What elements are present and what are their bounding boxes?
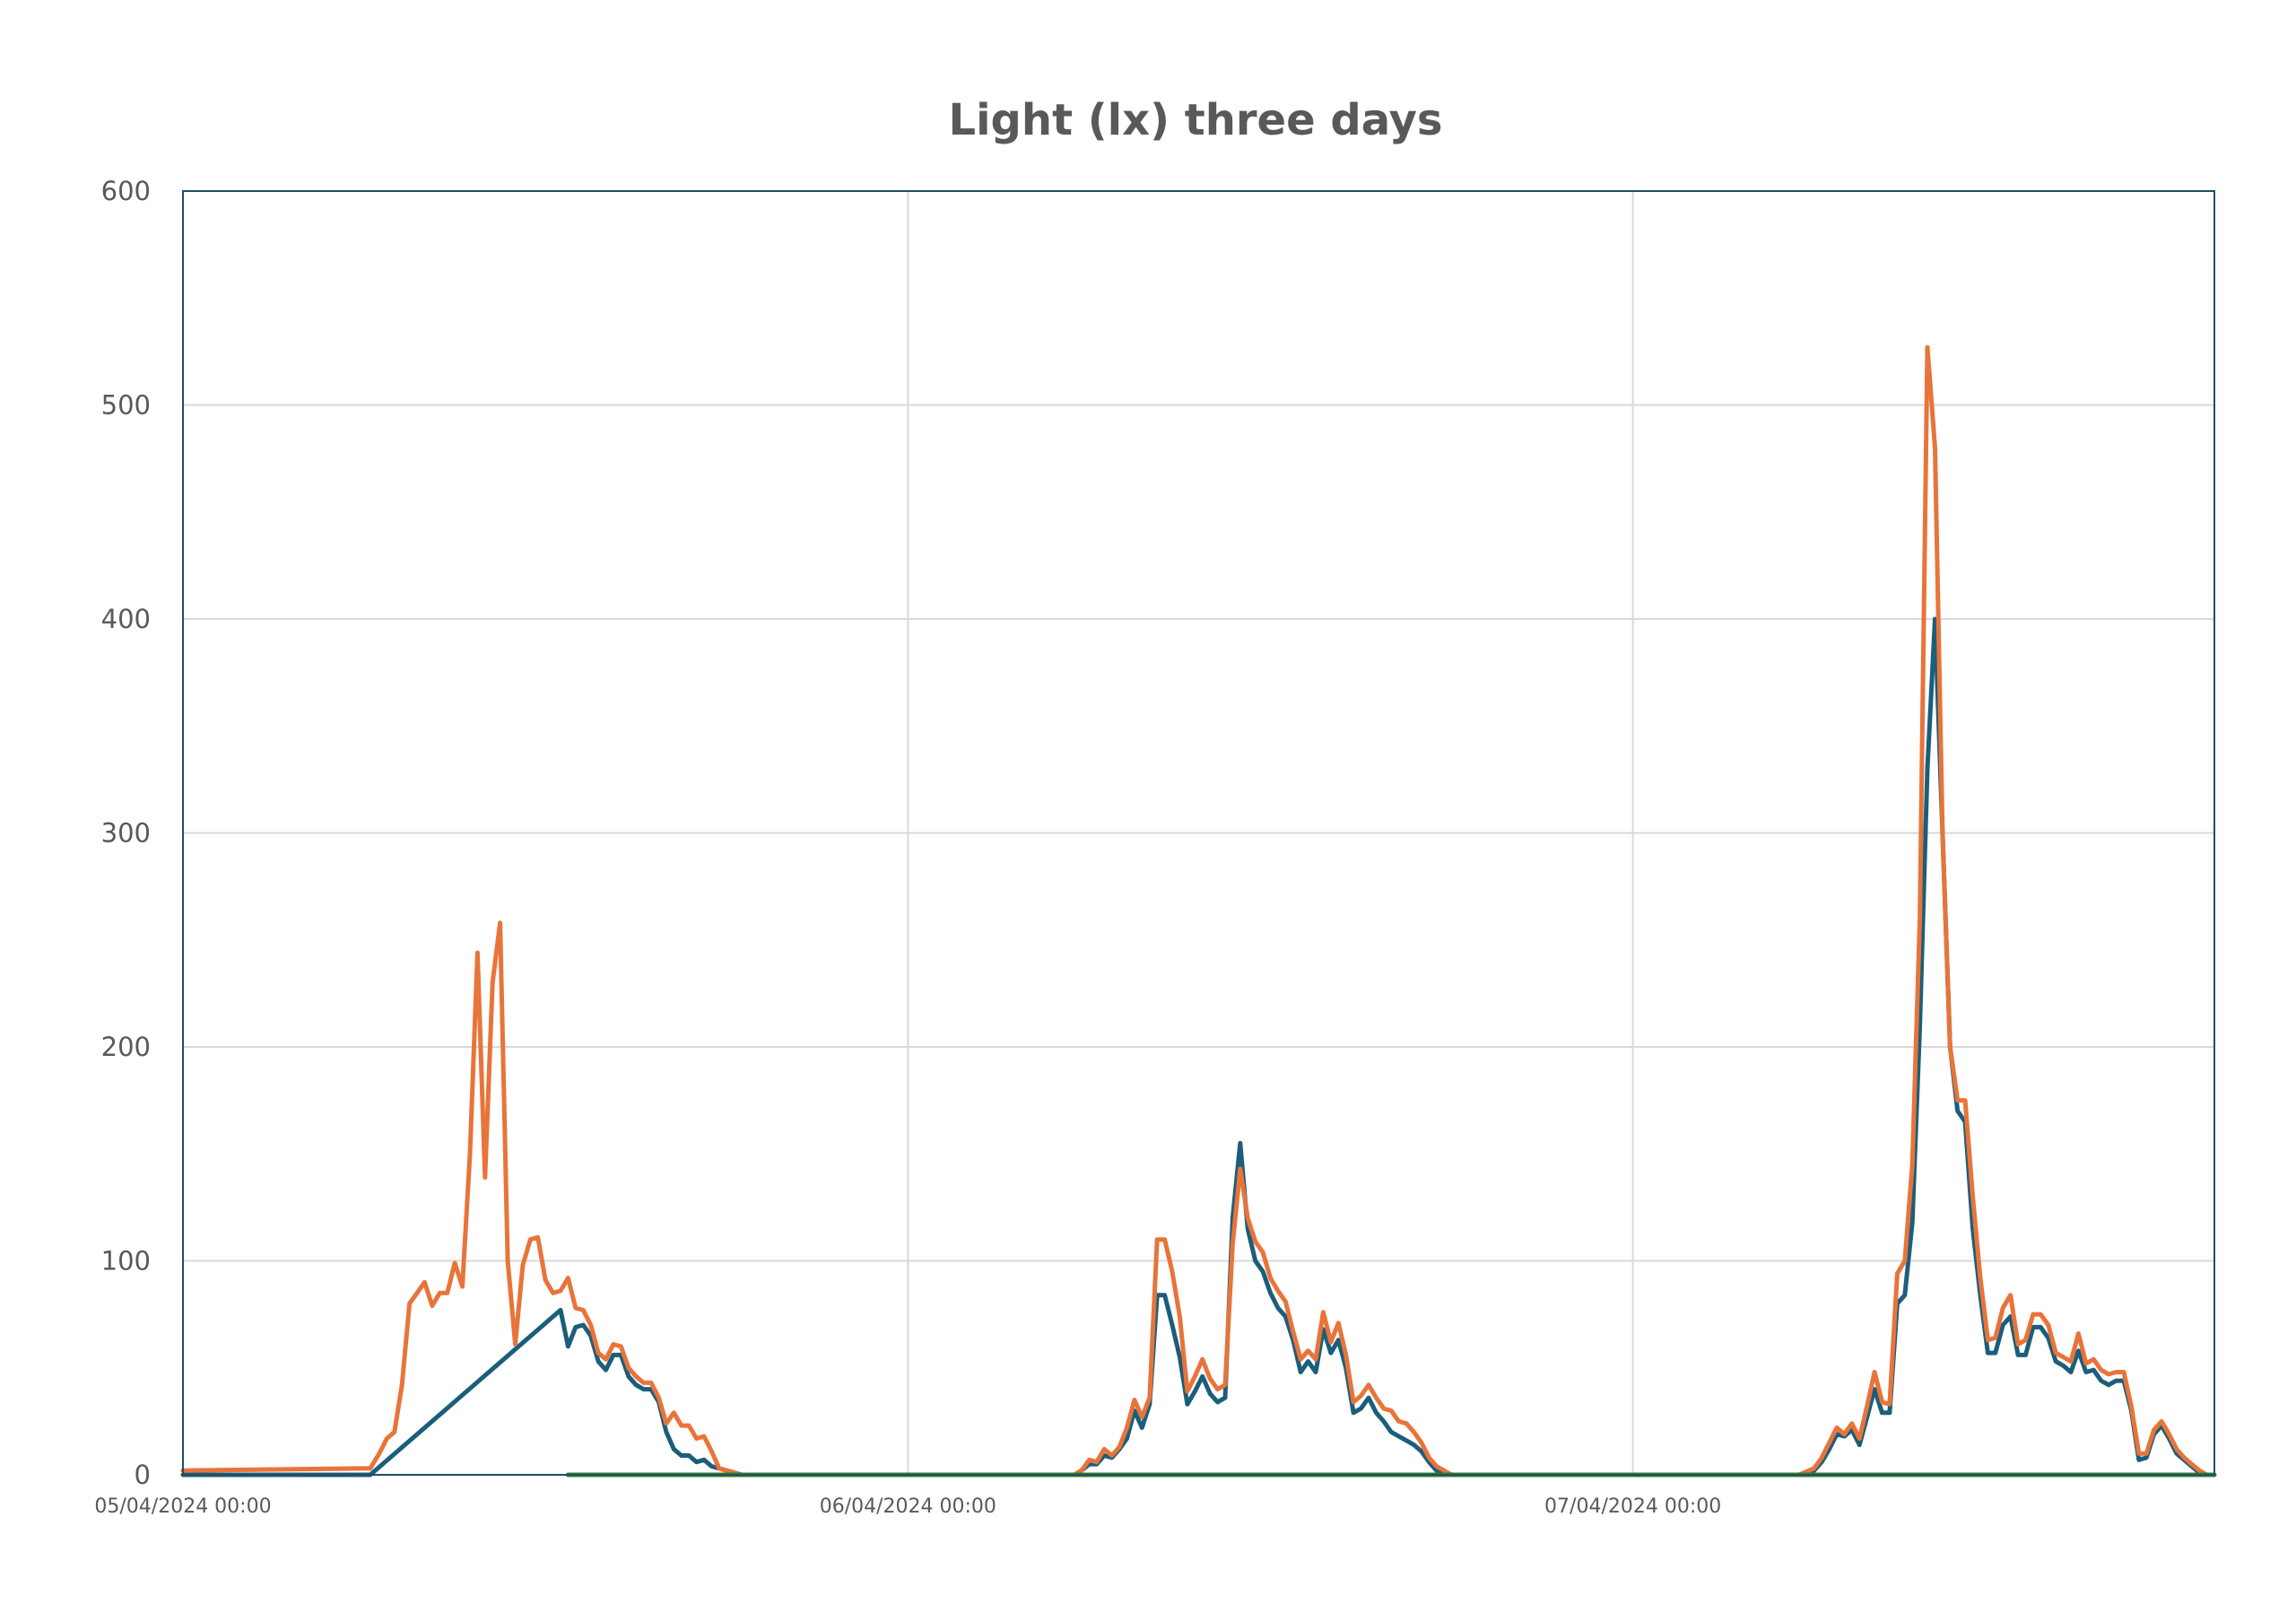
grid-lines: [183, 191, 2214, 1475]
y-tick-label: 400: [101, 604, 151, 634]
series-lines: [183, 347, 2214, 1475]
chart-title-group: Light (lx) three days: [949, 95, 1443, 145]
y-tick-label: 500: [101, 390, 151, 421]
y-tick-label: 300: [101, 818, 151, 849]
x-tick-label: 05/04/2024 00:00: [94, 1495, 271, 1518]
x-tick-label: 06/04/2024 00:00: [820, 1495, 996, 1518]
y-tick-label: 200: [101, 1032, 151, 1062]
y-tick-label: 100: [101, 1246, 151, 1277]
chart-title: Light (lx) three days: [949, 95, 1443, 145]
x-tick-label: 07/04/2024 00:00: [1544, 1495, 1721, 1518]
y-tick-label: 0: [135, 1460, 151, 1490]
y-tick-label: 600: [101, 176, 151, 206]
series-line-2: [183, 347, 2207, 1475]
